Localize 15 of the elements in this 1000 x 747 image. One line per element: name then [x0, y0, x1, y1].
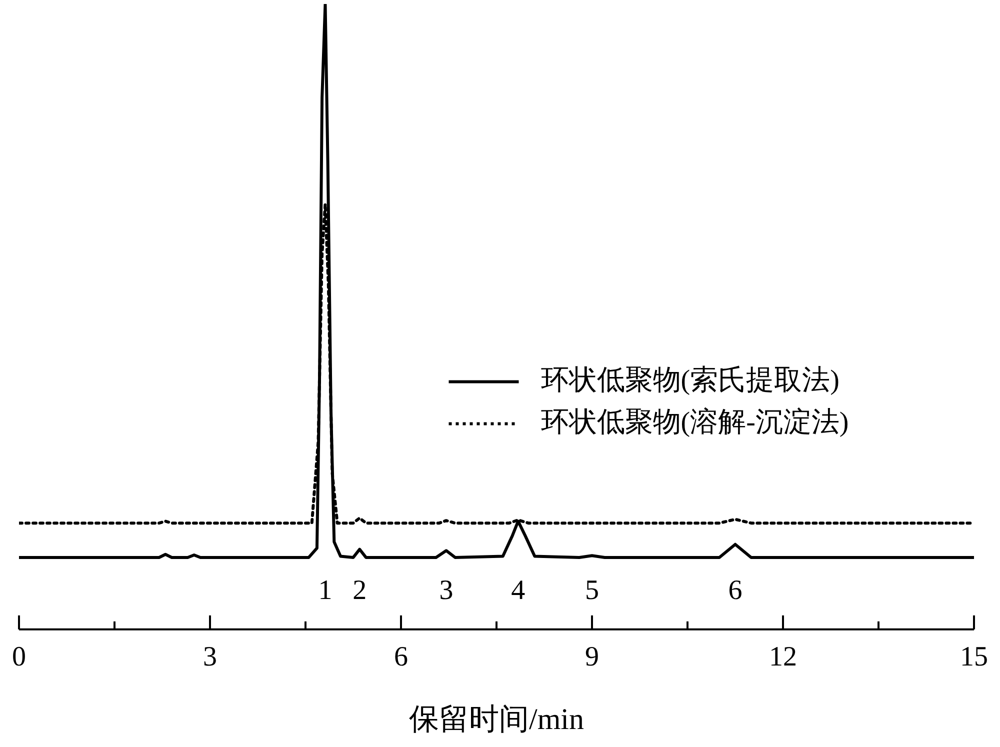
- x-tick-label: 12: [769, 642, 797, 673]
- x-tick-label: 3: [203, 642, 217, 673]
- annotation: 4: [511, 574, 526, 606]
- legend-label: 环状低聚物(溶解-沉淀法): [540, 407, 849, 438]
- annotation: 2: [352, 574, 367, 606]
- annotation: 3: [439, 574, 454, 606]
- x-tick-label: 6: [394, 642, 408, 673]
- annotation: 5: [585, 574, 599, 606]
- x-tick-label: 15: [960, 642, 988, 673]
- x-axis-title: 保留时间/min: [408, 702, 584, 736]
- legend-label: 环状低聚物(索氏提取法): [540, 365, 840, 396]
- x-tick-label: 9: [585, 642, 599, 673]
- annotation: 6: [728, 574, 742, 606]
- annotation: 1: [318, 574, 332, 606]
- x-tick-label: 0: [12, 642, 26, 673]
